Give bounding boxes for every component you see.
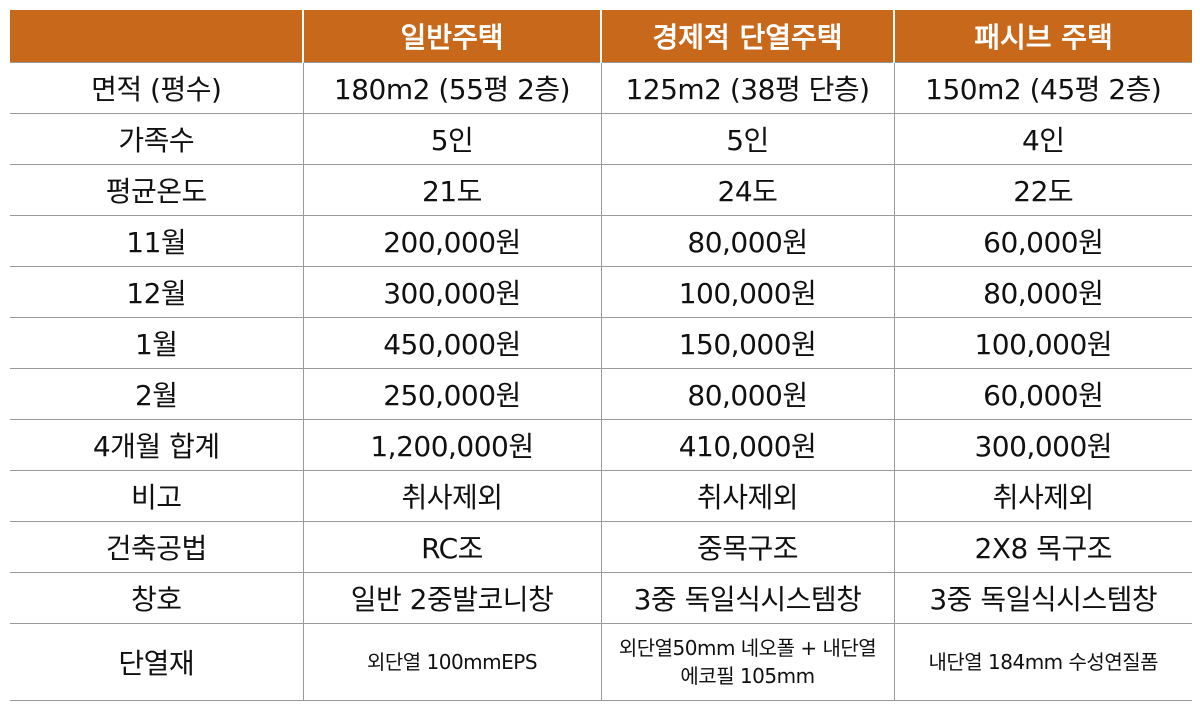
table-row: 비고 취사제외 취사제외 취사제외 — [10, 469, 1192, 521]
row-label: 가족수 — [10, 112, 303, 164]
table-cell: 4인 — [893, 112, 1192, 164]
table-row: 평균온도 21도 24도 22도 — [10, 163, 1192, 215]
row-label: 창호 — [10, 571, 303, 623]
table-cell: 취사제외 — [302, 469, 601, 521]
row-label: 비고 — [10, 469, 303, 521]
table-cell: 21도 — [302, 163, 601, 215]
row-label: 면적 (평수) — [10, 61, 303, 113]
row-label: 11월 — [10, 214, 303, 266]
table-cell: 일반 2중발코니창 — [302, 571, 601, 623]
header-cell-empty — [10, 10, 303, 62]
table-cell: 외단열50mm 네오폴 + 내단열 에코필 105mm — [600, 622, 894, 701]
table-cell: 22도 — [893, 163, 1192, 215]
header-cell-insulated-house: 경제적 단열주택 — [600, 10, 894, 62]
table-cell: 150,000원 — [600, 316, 894, 368]
table-cell: 1,200,000원 — [302, 418, 601, 470]
table-cell: 410,000원 — [600, 418, 894, 470]
table-cell: 내단열 184mm 수성연질폼 — [893, 622, 1192, 701]
table-cell: 60,000원 — [893, 214, 1192, 266]
table-cell: 중목구조 — [600, 520, 894, 572]
table-cell: 200,000원 — [302, 214, 601, 266]
comparison-table: 일반주택 경제적 단열주택 패시브 주택 면적 (평수) 180m2 (55평 … — [10, 10, 1192, 701]
table-cell: 300,000원 — [302, 265, 601, 317]
table-cell: 외단열 100mmEPS — [302, 622, 601, 701]
table-cell: 60,000원 — [893, 367, 1192, 419]
row-label: 12월 — [10, 265, 303, 317]
table-row: 12월 300,000원 100,000원 80,000원 — [10, 265, 1192, 317]
table-cell: 250,000원 — [302, 367, 601, 419]
table-row: 창호 일반 2중발코니창 3중 독일식시스템창 3중 독일식시스템창 — [10, 571, 1192, 623]
table-row: 4개월 합계 1,200,000원 410,000원 300,000원 — [10, 418, 1192, 470]
table-row: 면적 (평수) 180m2 (55평 2층) 125m2 (38평 단층) 15… — [10, 61, 1192, 113]
table-row: 1월 450,000원 150,000원 100,000원 — [10, 316, 1192, 368]
table-cell: 24도 — [600, 163, 894, 215]
row-label: 1월 — [10, 316, 303, 368]
table-cell: 80,000원 — [600, 367, 894, 419]
table-cell: 취사제외 — [600, 469, 894, 521]
table-row: 2월 250,000원 80,000원 60,000원 — [10, 367, 1192, 419]
table-cell: 80,000원 — [600, 214, 894, 266]
table-row: 11월 200,000원 80,000원 60,000원 — [10, 214, 1192, 266]
table-row: 단열재 외단열 100mmEPS 외단열50mm 네오폴 + 내단열 에코필 1… — [10, 622, 1192, 701]
header-cell-passive-house: 패시브 주택 — [893, 10, 1192, 62]
table-cell: RC조 — [302, 520, 601, 572]
table-cell: 125m2 (38평 단층) — [600, 61, 894, 113]
table-cell: 180m2 (55평 2층) — [302, 61, 601, 113]
table-cell: 100,000원 — [600, 265, 894, 317]
row-label: 건축공법 — [10, 520, 303, 572]
table-cell: 3중 독일식시스템창 — [600, 571, 894, 623]
row-label: 단열재 — [10, 622, 303, 701]
row-label: 2월 — [10, 367, 303, 419]
table-cell: 5인 — [600, 112, 894, 164]
table-cell: 5인 — [302, 112, 601, 164]
row-label: 평균온도 — [10, 163, 303, 215]
table-cell: 300,000원 — [893, 418, 1192, 470]
table-cell: 100,000원 — [893, 316, 1192, 368]
table-cell: 80,000원 — [893, 265, 1192, 317]
table-header: 일반주택 경제적 단열주택 패시브 주택 — [10, 10, 1192, 62]
table-cell: 3중 독일식시스템창 — [893, 571, 1192, 623]
table-cell: 취사제외 — [893, 469, 1192, 521]
row-label: 4개월 합계 — [10, 418, 303, 470]
table-body: 면적 (평수) 180m2 (55평 2층) 125m2 (38평 단층) 15… — [10, 61, 1192, 701]
table-row: 건축공법 RC조 중목구조 2X8 목구조 — [10, 520, 1192, 572]
table-cell: 450,000원 — [302, 316, 601, 368]
table-cell: 2X8 목구조 — [893, 520, 1192, 572]
header-cell-general-house: 일반주택 — [302, 10, 601, 62]
table-row: 가족수 5인 5인 4인 — [10, 112, 1192, 164]
table-cell: 150m2 (45평 2층) — [893, 61, 1192, 113]
header-row: 일반주택 경제적 단열주택 패시브 주택 — [10, 10, 1192, 62]
